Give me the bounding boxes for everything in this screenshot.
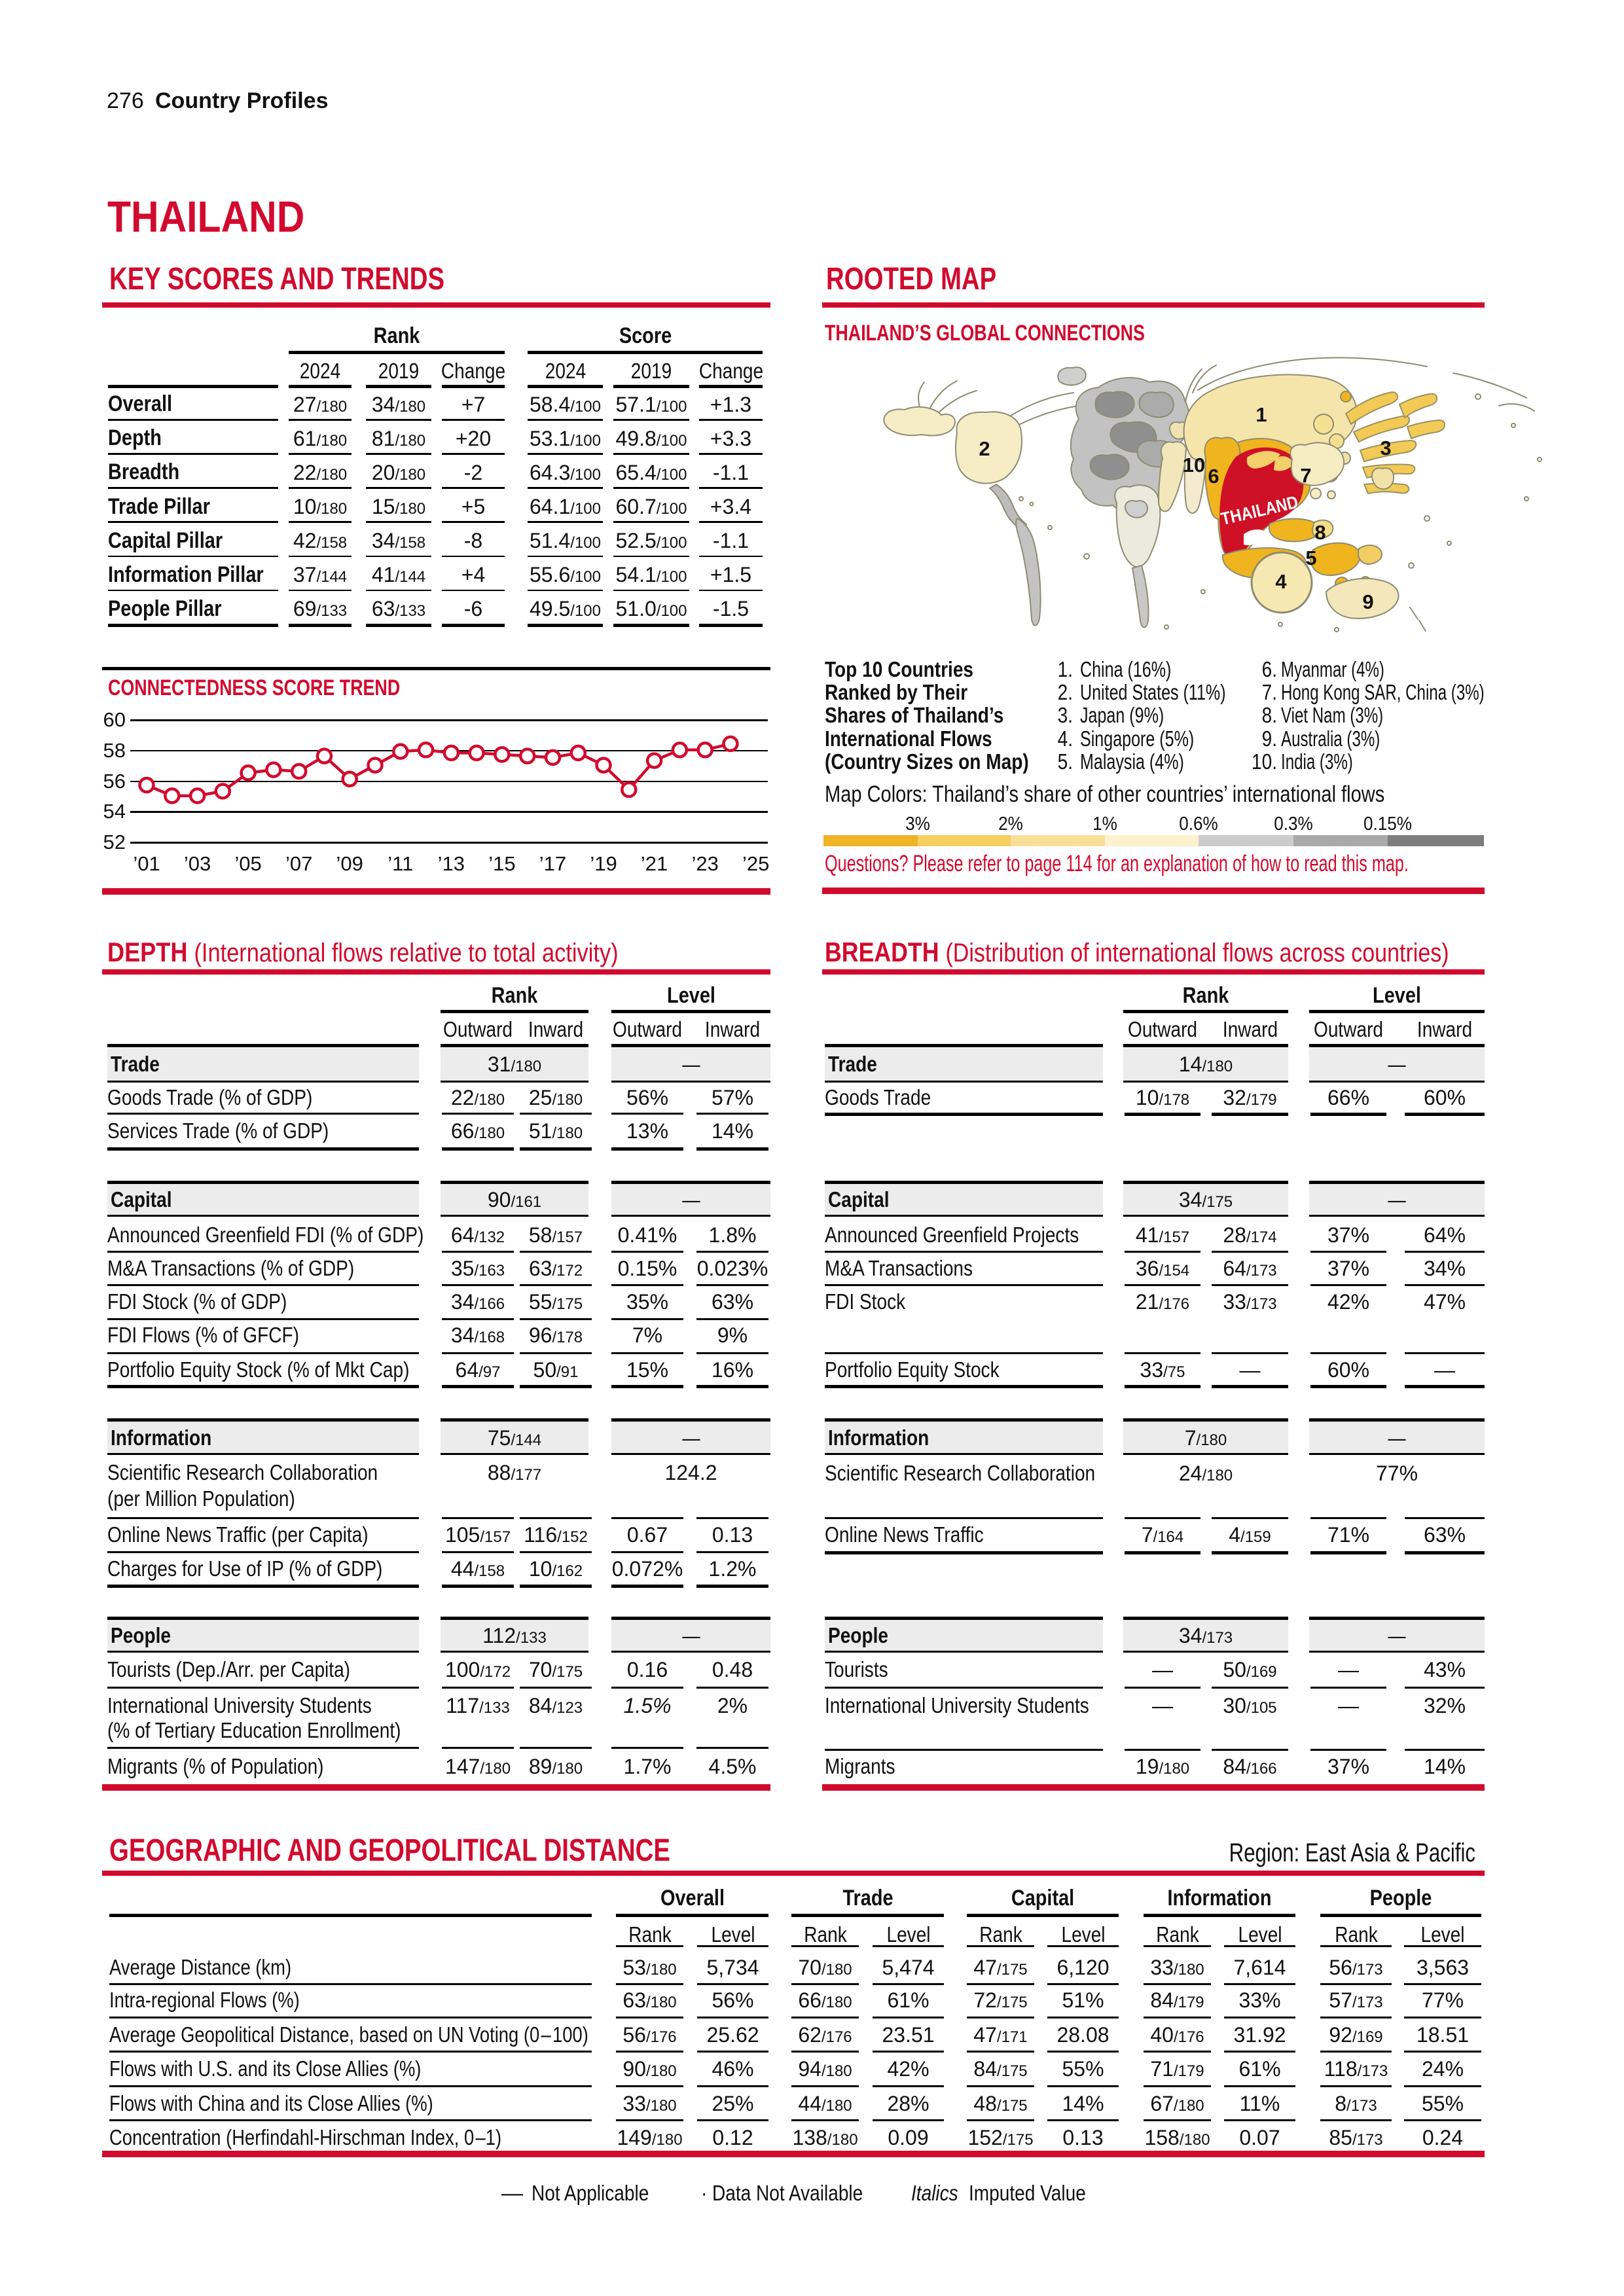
svg-text:3: 3 bbox=[1380, 437, 1391, 459]
svg-text:2: 2 bbox=[979, 437, 990, 460]
svg-text:8: 8 bbox=[1314, 521, 1326, 544]
svg-text:4: 4 bbox=[1275, 570, 1287, 593]
svg-text:5: 5 bbox=[1305, 547, 1316, 569]
svg-text:6: 6 bbox=[1208, 465, 1219, 488]
svg-text:10: 10 bbox=[1183, 454, 1205, 476]
svg-text:7: 7 bbox=[1300, 464, 1311, 487]
svg-text:9: 9 bbox=[1362, 590, 1373, 613]
svg-text:1: 1 bbox=[1255, 403, 1267, 426]
